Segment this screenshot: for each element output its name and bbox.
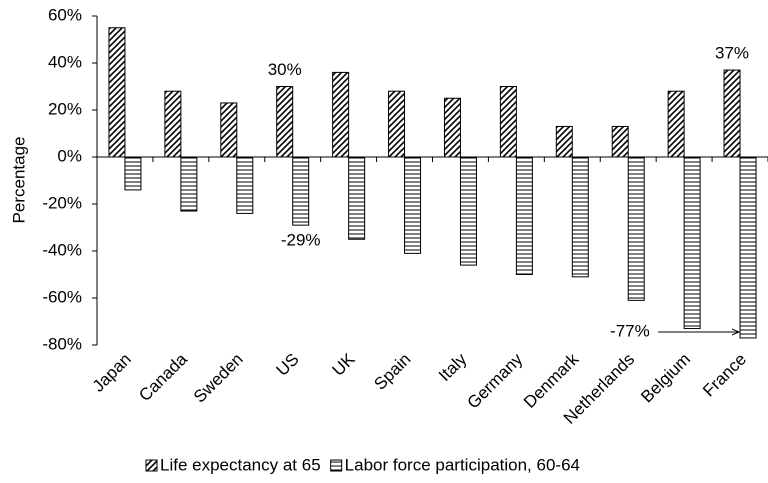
x-tick-label: Sweden (190, 350, 247, 407)
bar (555, 125, 573, 158)
bar (404, 156, 422, 254)
legend-label: Labor force participation, 60-64 (345, 455, 580, 474)
y-tick-label: 60% (48, 5, 82, 24)
bar (276, 86, 294, 158)
x-tick-label: Spain (370, 350, 414, 394)
x-tick-label: Belgium (637, 350, 694, 407)
bar (515, 156, 533, 275)
bar (292, 156, 310, 226)
value-label: 30% (268, 60, 302, 79)
y-tick-label: -60% (42, 287, 82, 306)
x-tick-label: France (699, 350, 750, 401)
value-label: -29% (281, 231, 321, 250)
bar (723, 69, 741, 158)
value-label: 37% (715, 44, 749, 63)
x-tick-label: US (273, 350, 303, 380)
x-tick-label: Germany (463, 349, 526, 412)
y-tick-label: -20% (42, 193, 82, 212)
legend-swatch (330, 459, 343, 472)
bar (124, 156, 142, 191)
y-tick-label: -40% (42, 240, 82, 259)
y-tick-label: -80% (42, 334, 82, 353)
bar (236, 156, 254, 214)
bar (739, 156, 757, 339)
legend-label: Life expectancy at 65 (160, 455, 321, 474)
bar (667, 90, 685, 158)
bar (220, 102, 238, 158)
bar (332, 71, 350, 158)
bar (180, 156, 198, 212)
bar (164, 90, 182, 158)
x-tick-label: Japan (89, 350, 135, 396)
bar (499, 86, 517, 158)
bar (443, 97, 461, 158)
bar (627, 156, 645, 301)
bar (108, 27, 126, 158)
bar (348, 156, 366, 240)
y-tick-label: 40% (48, 52, 82, 71)
bar (459, 156, 477, 266)
legend-swatch (145, 459, 158, 472)
y-axis-label: Percentage (9, 137, 28, 224)
y-tick-label: 20% (48, 99, 82, 118)
bar (611, 125, 629, 158)
x-tick-label: Italy (435, 349, 471, 385)
bar (388, 90, 406, 158)
bar (571, 156, 589, 278)
y-tick-label: 0% (57, 146, 82, 165)
x-tick-label: Canada (135, 349, 191, 405)
bar (683, 156, 701, 330)
value-label: -77% (610, 321, 650, 340)
x-tick-label: UK (328, 349, 359, 380)
